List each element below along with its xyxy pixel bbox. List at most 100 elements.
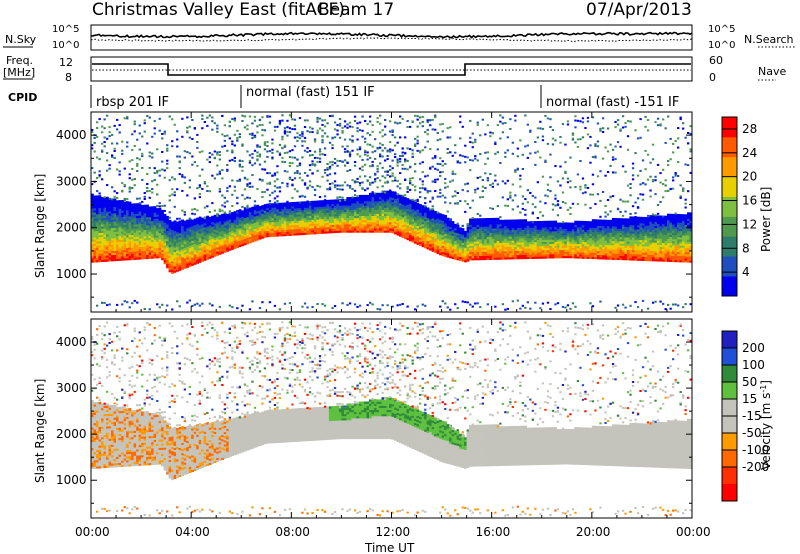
power-cell: [201, 234, 204, 237]
power-cell: [328, 182, 332, 185]
power-cell: [131, 255, 134, 258]
power-cell: [198, 218, 202, 222]
power-cell: [198, 220, 202, 224]
power-cell: [256, 215, 260, 218]
power-cell: [253, 200, 257, 203]
power-cell: [143, 211, 147, 214]
power-cell: [101, 249, 104, 252]
power-cell: [163, 243, 167, 246]
power-cell: [371, 213, 375, 216]
power-cell: [511, 208, 514, 211]
power-cell: [106, 236, 109, 239]
power-cell: [461, 248, 465, 252]
power-cell: [308, 169, 312, 171]
power-cell: [208, 227, 212, 230]
power-cell: [101, 236, 104, 240]
power-cell: [288, 150, 292, 153]
power-cell: [291, 118, 294, 121]
power-cell: [123, 204, 127, 207]
power-cell: [501, 303, 504, 306]
power-cell: [476, 237, 480, 240]
power-cell: [471, 218, 475, 221]
power-cell: [446, 127, 449, 130]
power-cell: [326, 168, 329, 171]
power-cell: [348, 226, 352, 229]
power-cell: [361, 115, 364, 118]
power-cell: [221, 215, 224, 219]
power-cell: [479, 251, 482, 254]
power-cell: [494, 251, 497, 254]
power-cell: [521, 254, 525, 258]
power-cell: [358, 215, 362, 219]
power-cell: [211, 224, 214, 227]
power-cell: [128, 257, 132, 261]
power-cell: [113, 157, 116, 159]
power-cell: [464, 253, 467, 257]
power-cell: [411, 227, 415, 230]
power-cell: [449, 180, 452, 183]
power-cell: [248, 207, 252, 210]
power-cell: [216, 213, 219, 216]
power-cell: [311, 230, 315, 233]
power-cell: [153, 222, 157, 226]
power-cell: [326, 220, 330, 224]
power-cell: [348, 185, 352, 187]
power-cell: [389, 201, 392, 204]
power-cell: [203, 248, 207, 251]
power-cell: [494, 152, 497, 155]
power-cell: [323, 195, 327, 198]
power-cell: [476, 257, 480, 261]
power-cell: [213, 246, 217, 249]
power-cell: [356, 228, 360, 231]
power-cell: [421, 232, 425, 235]
power-cell: [369, 192, 372, 196]
power-cell: [211, 251, 214, 254]
power-cell: [256, 131, 259, 134]
power-cell: [248, 211, 252, 215]
power-cell: [263, 148, 267, 151]
power-cell: [273, 226, 277, 229]
power-cell: [193, 254, 197, 257]
power-cell: [123, 117, 126, 120]
power-cell: [153, 249, 157, 253]
power-cell: [389, 219, 392, 223]
power-cell: [266, 232, 270, 236]
power-cell: [163, 230, 167, 233]
power-cell: [168, 269, 172, 273]
power-cell: [91, 243, 94, 246]
power-cell: [371, 215, 375, 219]
power-cell: [233, 221, 237, 224]
power-cell: [521, 252, 525, 255]
power-cell: [336, 164, 339, 167]
power-cell: [396, 180, 399, 182]
power-cell: [464, 237, 467, 240]
power-cell: [286, 214, 290, 218]
power-cell: [479, 220, 482, 223]
power-cell: [384, 215, 387, 219]
power-cell: [178, 262, 182, 265]
power-cell: [416, 139, 419, 142]
power-cell: [158, 218, 162, 221]
power-cell: [248, 232, 252, 235]
power-cell: [524, 221, 527, 224]
power-cell: [246, 212, 250, 216]
power-cell: [431, 224, 435, 227]
power-cell: [471, 217, 474, 219]
power-cell: [511, 250, 515, 254]
power-cell: [151, 180, 154, 183]
power-cell: [379, 222, 382, 225]
power-cell: [331, 203, 335, 207]
power-cell: [364, 189, 367, 192]
power-cell: [148, 233, 152, 236]
power-cell: [96, 199, 99, 202]
power-cell: [193, 229, 197, 232]
power-cell: [206, 185, 209, 188]
power-cell: [163, 176, 166, 179]
power-cell: [343, 203, 347, 206]
power-cell: [183, 262, 187, 265]
power-cell: [419, 231, 422, 234]
power-cell: [221, 247, 224, 250]
power-cell: [404, 158, 407, 161]
power-cell: [288, 114, 292, 117]
power-cell: [416, 221, 420, 224]
